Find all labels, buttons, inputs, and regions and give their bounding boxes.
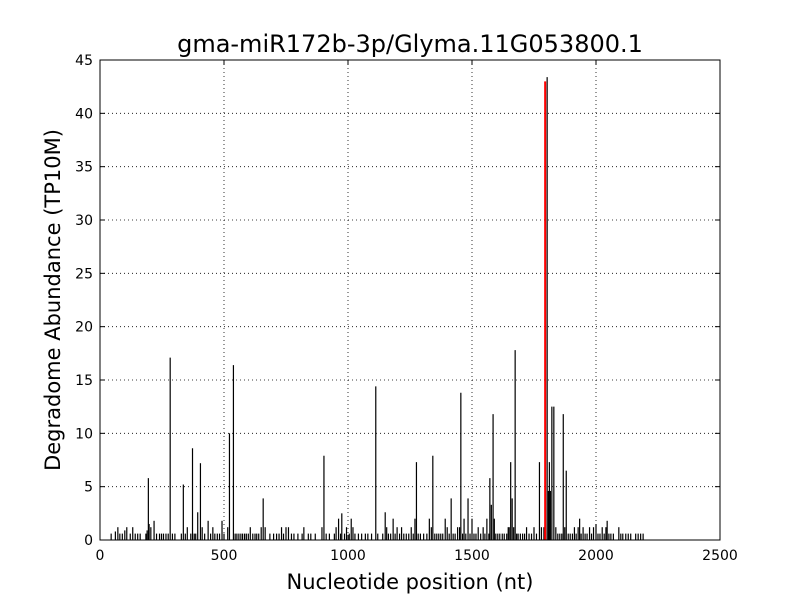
x-tick-label: 0 [96,548,105,564]
y-tick-label: 25 [75,266,93,282]
plot-frame [99,59,721,541]
bar-series [110,77,644,540]
x-axis-ticks: 0 500 1000 1500 2000 2500 [96,60,738,564]
y-tick-label: 10 [75,426,93,442]
y-axis-label: Degradome Abundance (TP10M) [41,129,65,471]
x-tick-label: 2500 [702,548,738,564]
y-axis-ticks: 0 5 10 15 20 25 30 35 40 45 [75,53,720,549]
y-tick-label: 20 [75,320,93,336]
x-tick-label: 1000 [330,548,366,564]
grid-lines [100,60,720,540]
x-tick-label: 2000 [578,548,614,564]
x-axis-label: Nucleotide position (nt) [287,570,534,594]
y-tick-label: 45 [75,53,93,69]
y-tick-label: 30 [75,213,93,229]
y-tick-label: 40 [75,106,93,122]
y-tick-label: 15 [75,373,93,389]
y-tick-label: 0 [84,533,93,549]
y-tick-label: 5 [84,480,93,496]
x-tick-label: 500 [211,548,238,564]
chart-title: gma-miR172b-3p/Glyma.11G053800.1 [177,30,643,58]
x-tick-label: 1500 [454,548,490,564]
y-tick-label: 35 [75,160,93,176]
